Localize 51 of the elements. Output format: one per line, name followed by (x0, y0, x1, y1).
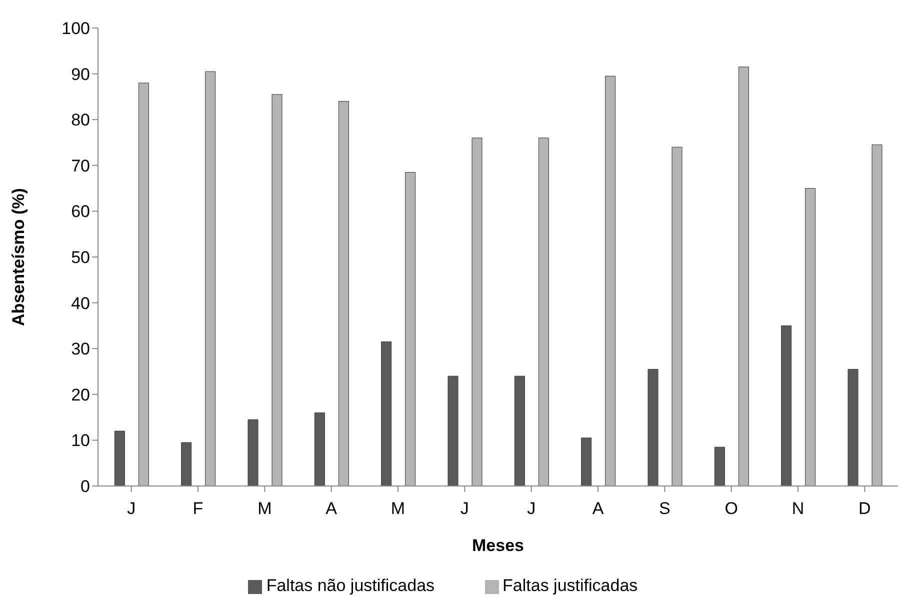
y-tick-label: 0 (80, 477, 90, 496)
bar (781, 325, 792, 486)
y-axis-title: Absenteísmo (%) (9, 188, 28, 326)
y-tick-label: 80 (71, 110, 90, 130)
y-tick-label: 100 (62, 19, 90, 38)
x-tick-label: J (527, 499, 536, 518)
bar (714, 446, 725, 486)
y-tick-label: 50 (71, 248, 90, 268)
bar (205, 71, 216, 486)
bar (805, 188, 816, 486)
x-tick-label: M (258, 499, 272, 518)
bar (672, 146, 682, 486)
y-tick-label: 30 (71, 340, 90, 359)
bar (381, 341, 392, 486)
bar (181, 442, 192, 486)
bar (848, 368, 858, 486)
x-tick-label: A (326, 499, 338, 518)
x-tick-label: N (792, 499, 804, 518)
x-tick-label: M (390, 499, 406, 518)
bar (448, 376, 458, 486)
x-tick-label: O (724, 499, 738, 518)
y-tick-label: 90 (71, 64, 90, 84)
x-tick-label: J (460, 499, 469, 518)
bar (738, 66, 749, 486)
bar (114, 430, 125, 486)
x-tick-label: F (192, 499, 204, 518)
bar (872, 144, 882, 486)
y-tick-label: 40 (71, 294, 90, 313)
bar (605, 76, 616, 486)
x-axis-title: Meses (472, 536, 524, 555)
bar (648, 368, 658, 486)
bar (405, 172, 416, 486)
x-tick-label: S (658, 499, 670, 518)
x-tick-label: A (592, 499, 604, 518)
bar (314, 412, 325, 486)
x-tick-label: D (858, 499, 871, 518)
x-tick-label: J (127, 499, 136, 518)
bar (538, 138, 549, 486)
y-tick-label: 10 (71, 431, 90, 450)
y-tick-label: 20 (71, 385, 90, 404)
bar (272, 94, 282, 486)
y-tick-label: 60 (71, 202, 90, 222)
y-tick-label: 70 (71, 156, 90, 176)
legend-label: Faltas justificadas (502, 576, 638, 595)
bar (338, 101, 349, 486)
bar (514, 376, 525, 486)
bar (581, 438, 592, 486)
bar (138, 82, 149, 486)
legend-label: Faltas não justificadas (266, 576, 435, 595)
bar (472, 138, 482, 486)
bar (248, 419, 258, 486)
